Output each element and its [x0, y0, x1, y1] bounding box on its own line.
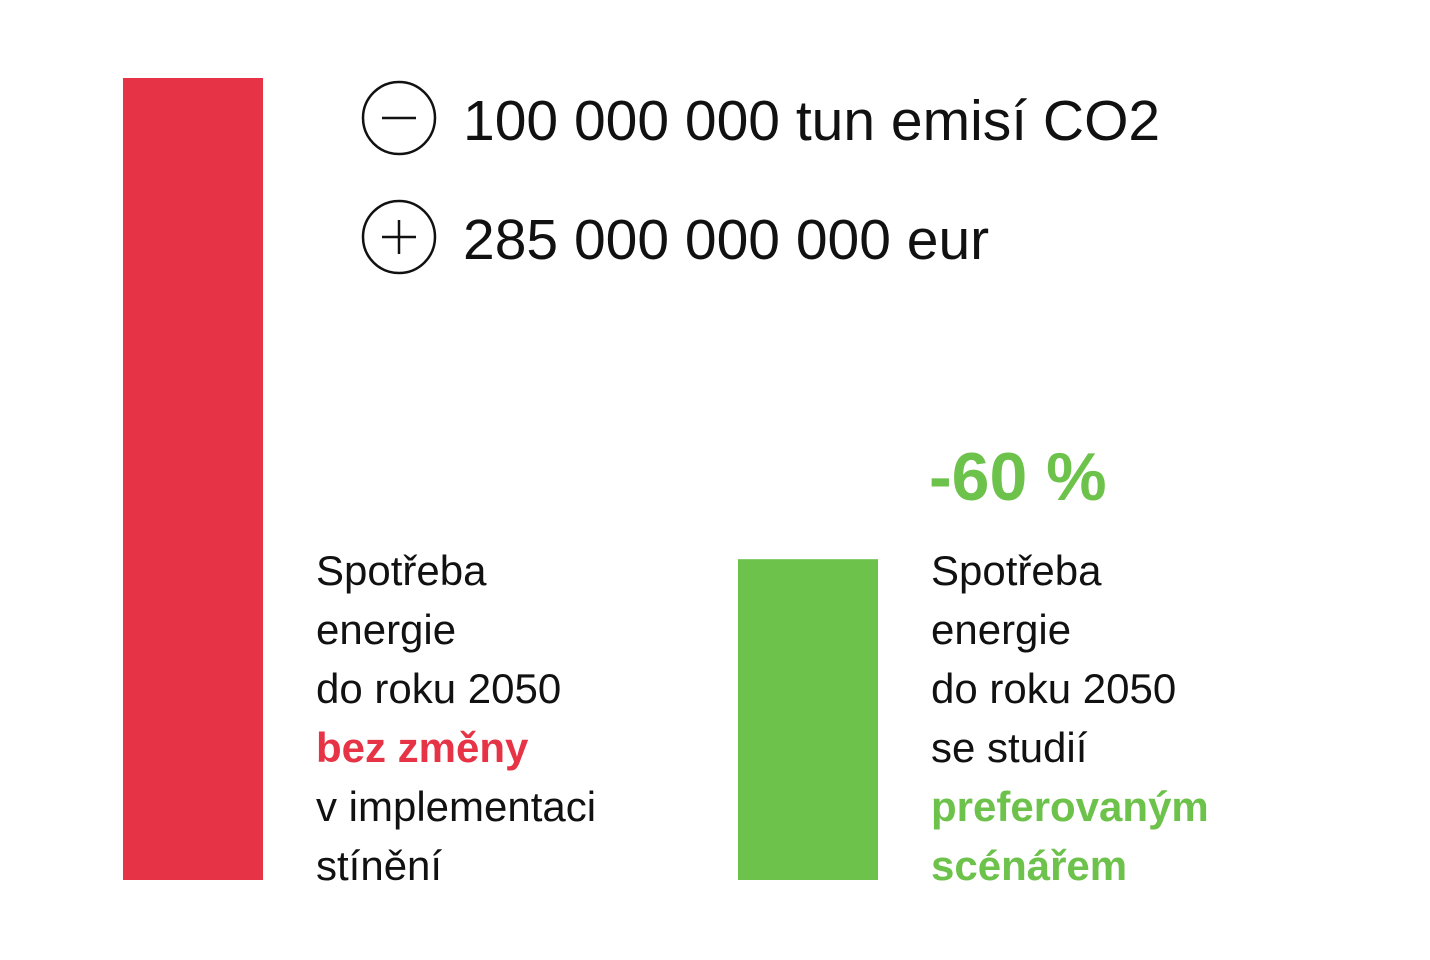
annotation: -60 % [929, 439, 1107, 515]
bar [738, 559, 878, 880]
description-line: energie [316, 606, 456, 653]
minus-icon [361, 80, 437, 156]
stat-text: 100 000 000 tun emisí CO2 [463, 89, 1160, 153]
description-line: scénářem [931, 842, 1127, 889]
description-line: do roku 2050 [316, 665, 561, 712]
description-line: stínění [316, 842, 442, 889]
description-line: Spotřeba [931, 547, 1102, 594]
description-line: preferovaným [931, 783, 1209, 830]
stat-text: 285 000 000 000 eur [463, 208, 989, 272]
description-line: Spotřeba [316, 547, 487, 594]
description-line: energie [931, 606, 1071, 653]
description-line: se studií [931, 724, 1088, 771]
plus-icon [361, 199, 437, 275]
bar [123, 78, 263, 880]
description-line: v implementaci [316, 783, 596, 830]
description-line: do roku 2050 [931, 665, 1176, 712]
description-line: bez změny [316, 724, 529, 771]
